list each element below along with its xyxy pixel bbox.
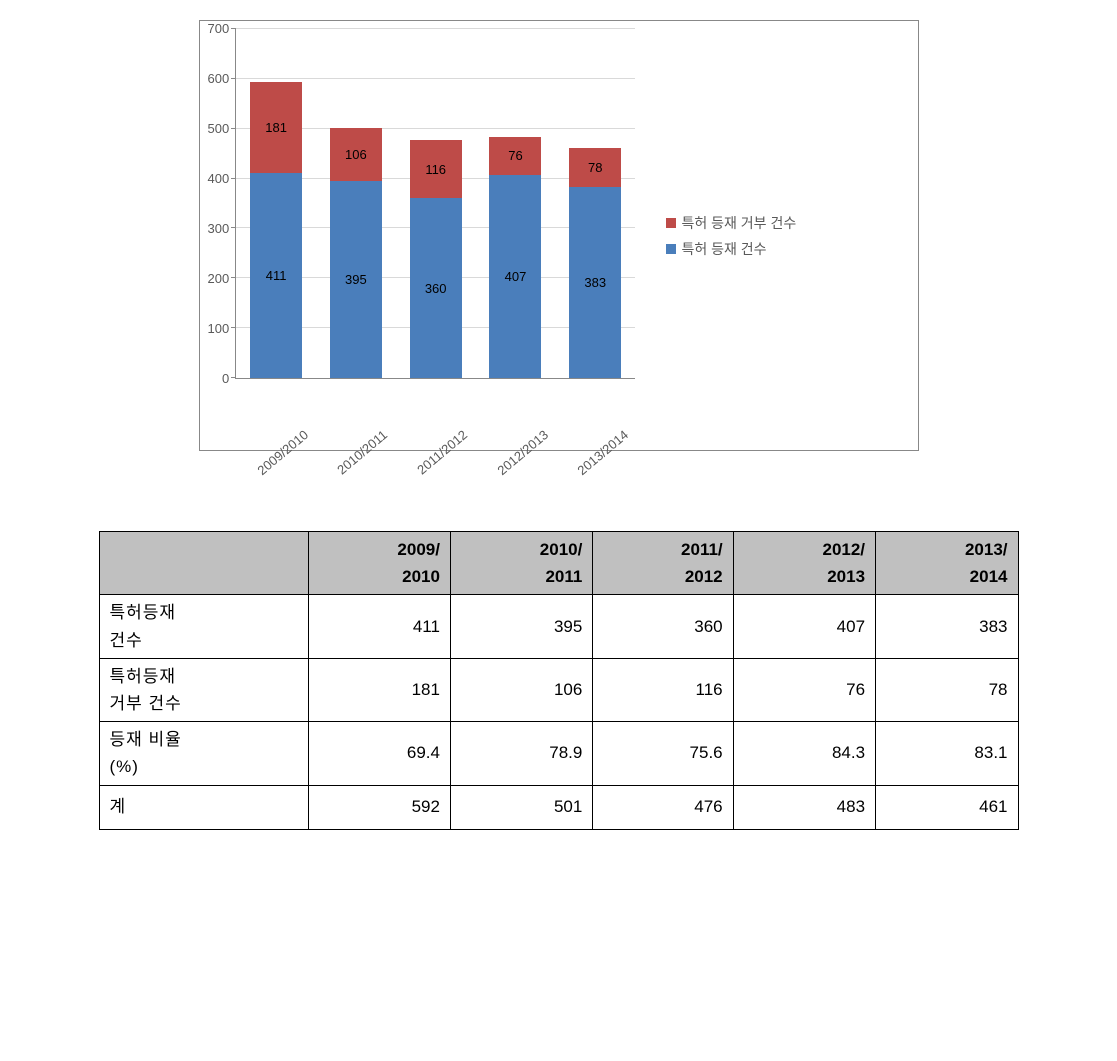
x-tick-label: 2009/2010 [254,427,311,478]
bar-segment: 76 [489,137,541,175]
table-header-year: 2009/2010 [308,532,450,595]
table-header-year-top: 2010/ [461,536,582,563]
table-header-year: 2013/2014 [876,532,1018,595]
bar-segment: 181 [250,82,302,173]
data-cell: 75.6 [593,722,733,785]
data-cell: 395 [450,595,592,658]
row-label: 등재 비율 (%) [99,722,308,785]
x-tick-label: 2013/2014 [574,427,631,478]
data-cell: 383 [876,595,1018,658]
table-row: 등재 비율 (%) 69.478.975.684.383.1 [99,722,1018,785]
bar-value-label: 395 [345,272,367,287]
table-header-year-bot: 2012 [603,563,722,590]
bar-stack: 383 78 [569,148,621,379]
legend-swatch [666,218,676,228]
data-cell: 78.9 [450,722,592,785]
chart-container: 7006005004003002001000 41118139510636011… [199,20,919,451]
row-label: 계 [99,785,308,829]
legend-swatch [666,244,676,254]
row-label-line: 등재 비율 [110,730,182,749]
data-cell: 83.1 [876,722,1018,785]
table-header-year-top: 2012/ [744,536,865,563]
legend-item: 특허 등재 거부 건수 [666,213,797,233]
legend-label: 특허 등재 건수 [682,239,767,259]
legend-item: 특허 등재 건수 [666,239,797,259]
data-cell: 69.4 [308,722,450,785]
table-row: 계 592501476483461 [99,785,1018,829]
bar-segment: 106 [330,128,382,181]
bar-value-label: 360 [425,281,447,296]
data-cell: 84.3 [733,722,875,785]
data-cell: 592 [308,785,450,829]
table-header-year-bot: 2014 [886,563,1007,590]
data-cell: 407 [733,595,875,658]
legend-label: 특허 등재 거부 건수 [682,213,797,233]
row-label: 특허등재건수 [99,595,308,658]
table-header-year-bot: 2011 [461,563,582,590]
table-header-year-top: 2013/ [886,536,1007,563]
bar-stack: 360 116 [410,140,462,378]
bar-value-label: 383 [584,275,606,290]
row-label-line: 건수 [110,631,143,650]
row-label-line: 특허등재 [110,603,177,622]
table-header-year: 2011/2012 [593,532,733,595]
data-cell: 76 [733,658,875,721]
bar-value-label: 116 [425,162,446,177]
data-cell: 78 [876,658,1018,721]
bar-value-label: 407 [505,269,527,284]
legend: 특허 등재 거부 건수특허 등재 건수 [666,207,797,265]
bar-value-label: 411 [266,268,287,283]
bar-segment: 383 [569,187,621,379]
table-header-blank [99,532,308,595]
bar-segment: 407 [489,175,541,379]
data-cell: 360 [593,595,733,658]
bar-segment: 395 [330,181,382,379]
bar-segment: 411 [250,173,302,379]
row-label-line: 거부 건수 [110,694,182,713]
table-row: 특허등재건수411395360407383 [99,595,1018,658]
data-cell: 411 [308,595,450,658]
bar-value-label: 78 [588,160,602,175]
bar-stack: 407 76 [489,137,541,379]
x-tick-label: 2011/2012 [414,427,470,477]
data-table: 2009/20102010/20112011/20122012/20132013… [99,531,1019,830]
data-cell: 483 [733,785,875,829]
table-header-year-bot: 2010 [319,563,440,590]
table-header-year: 2012/2013 [733,532,875,595]
table-header-year-top: 2009/ [319,536,440,563]
row-label-line: 계 [110,797,127,816]
data-cell: 181 [308,658,450,721]
x-tick-label: 2010/2011 [334,427,390,477]
bar-value-label: 106 [345,147,367,162]
row-label: 특허등재거부 건수 [99,658,308,721]
chart-plot-area: 7006005004003002001000 41118139510636011… [208,29,646,442]
data-cell: 501 [450,785,592,829]
data-cell: 116 [593,658,733,721]
data-cell: 106 [450,658,592,721]
x-tick-label: 2012/2013 [494,427,551,478]
bars-group: 411 181 395 106 360 116 407 76 383 78 [236,29,635,378]
row-label-line: 특허등재 [110,667,177,686]
data-cell: 476 [593,785,733,829]
bar-stack: 395 106 [330,128,382,379]
x-axis: 2009/20102010/20112011/20122012/20132013… [246,379,646,442]
bar-stack: 411 181 [250,82,302,378]
table-header-year-bot: 2013 [744,563,865,590]
bar-segment: 116 [410,140,462,198]
bar-value-label: 181 [265,120,287,135]
plot: 411 181 395 106 360 116 407 76 383 78 [235,29,635,379]
table-header-year-top: 2011/ [603,536,722,563]
table-header-year: 2010/2011 [450,532,592,595]
bar-value-label: 76 [508,148,522,163]
row-label-line: (%) [110,757,139,776]
bar-segment: 360 [410,198,462,378]
table-row: 특허등재거부 건수1811061167678 [99,658,1018,721]
data-cell: 461 [876,785,1018,829]
bar-segment: 78 [569,148,621,187]
